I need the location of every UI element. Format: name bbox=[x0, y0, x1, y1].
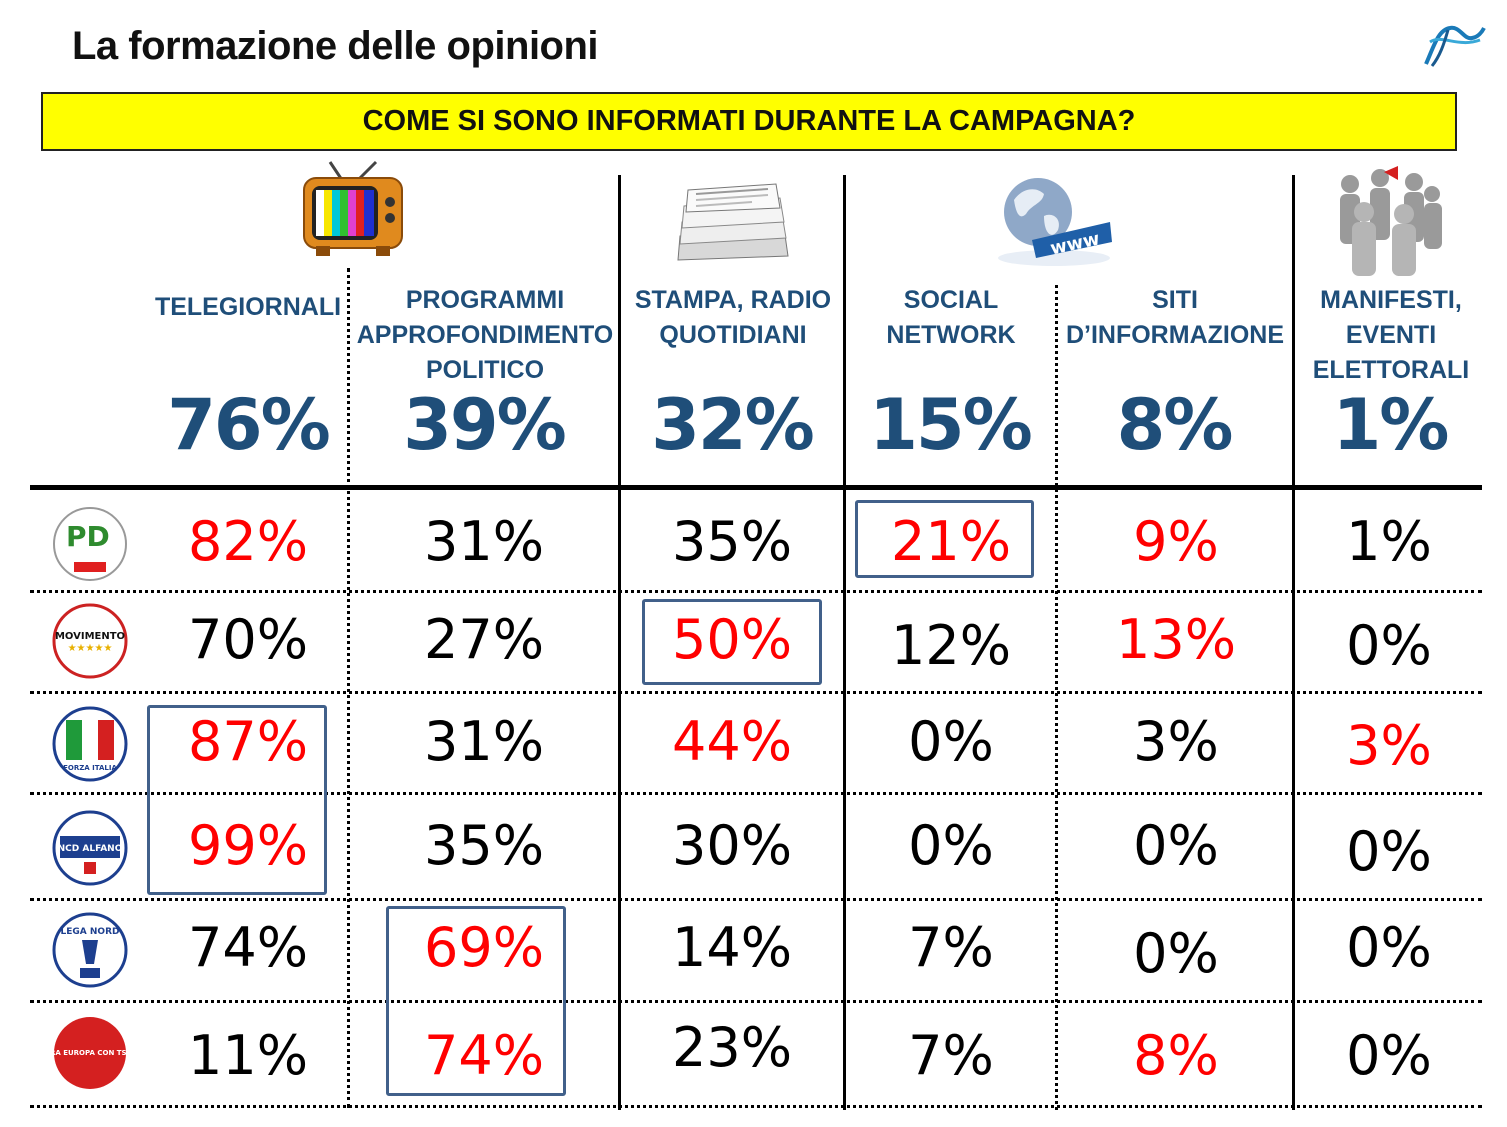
row-divider bbox=[30, 1000, 1482, 1003]
separator-col-2-3 bbox=[618, 175, 621, 1110]
column-label-programmi: PROGRAMMI APPROFONDIMENTO POLITICO bbox=[356, 286, 614, 384]
column-label-telegiornali: TELEGIORNALI bbox=[154, 293, 342, 321]
svg-text:MOVIMENTO: MOVIMENTO bbox=[55, 631, 125, 642]
highlight-box-stampa-m5s bbox=[642, 599, 822, 685]
svg-text:★★★★★: ★★★★★ bbox=[68, 643, 113, 654]
cell-value: 70% bbox=[187, 608, 309, 671]
cell-value: 1% bbox=[1346, 510, 1432, 573]
cell-value: 21% bbox=[890, 510, 1012, 573]
svg-text:NCD ALFANO: NCD ALFANO bbox=[58, 844, 123, 854]
cell-value: 35% bbox=[671, 510, 793, 573]
separator-col-3-4 bbox=[843, 175, 846, 1110]
cell-value: 31% bbox=[423, 510, 545, 573]
cell-value: 44% bbox=[671, 710, 793, 773]
cell-value: 23% bbox=[671, 1016, 793, 1079]
party-logo-m5s-icon: MOVIMENTO ★★★★★ bbox=[52, 603, 128, 679]
row-divider bbox=[30, 691, 1482, 694]
cell-value: 14% bbox=[671, 916, 793, 979]
cell-value: 9% bbox=[1133, 510, 1219, 573]
cell-value: 7% bbox=[908, 1024, 994, 1087]
column-label-siti: SITI D’INFORMAZIONE bbox=[1065, 286, 1285, 349]
cell-value: 0% bbox=[1346, 1024, 1432, 1087]
separator-col-4-5 bbox=[1055, 285, 1058, 1110]
column-total-manifesti: 1% bbox=[1332, 384, 1450, 466]
highlight-box-social-pd bbox=[855, 500, 1034, 578]
row-divider bbox=[30, 792, 1482, 795]
party-logo-ncd-icon: NCD ALFANO bbox=[52, 810, 128, 886]
cell-value: 0% bbox=[1346, 614, 1432, 677]
highlight-box-tg-fi-ncd bbox=[147, 705, 327, 895]
cell-value: 0% bbox=[1346, 916, 1432, 979]
separator-col-1-2 bbox=[347, 268, 350, 1108]
page-title: La formazione delle opinioni bbox=[72, 24, 599, 68]
cell-value: 74% bbox=[187, 916, 309, 979]
cell-value: 27% bbox=[423, 608, 545, 671]
question-banner: COME SI SONO INFORMATI DURANTE LA CAMPAG… bbox=[41, 92, 1457, 151]
cell-value: 0% bbox=[908, 710, 994, 773]
highlight-box-programmi-lega-tsipras bbox=[386, 906, 566, 1096]
brand-logo-icon bbox=[1424, 25, 1486, 67]
cell-value: 35% bbox=[423, 814, 545, 877]
tv-icon bbox=[303, 160, 403, 256]
cell-value: 30% bbox=[671, 814, 793, 877]
cell-value: 69% bbox=[423, 916, 545, 979]
cell-value: 31% bbox=[423, 710, 545, 773]
row-divider bbox=[30, 898, 1482, 901]
separator-col-5-6 bbox=[1292, 175, 1295, 1110]
globe-www-icon: www bbox=[998, 178, 1112, 266]
column-label-stampa: STAMPA, RADIO QUOTIDIANI bbox=[634, 286, 832, 349]
cell-value: 3% bbox=[1133, 710, 1219, 773]
cell-value: 13% bbox=[1115, 608, 1237, 671]
cell-value: 99% bbox=[187, 814, 309, 877]
column-total-siti: 8% bbox=[1116, 384, 1234, 466]
cell-value: 12% bbox=[890, 614, 1012, 677]
cell-value: 0% bbox=[908, 814, 994, 877]
cell-value: 3% bbox=[1346, 714, 1432, 777]
column-label-social: SOCIAL NETWORK bbox=[886, 286, 1016, 349]
column-total-social: 15% bbox=[869, 384, 1033, 466]
party-logo-tsipras-icon: L'ALTRA EUROPA CON TSIPRAS bbox=[52, 1017, 128, 1089]
cell-value: 0% bbox=[1133, 922, 1219, 985]
cell-value: 7% bbox=[908, 916, 994, 979]
cell-value: 50% bbox=[671, 608, 793, 671]
cell-value: 0% bbox=[1133, 814, 1219, 877]
column-total-telegiornali: 76% bbox=[167, 384, 331, 466]
cell-value: 87% bbox=[187, 710, 309, 773]
svg-text:PD: PD bbox=[66, 520, 110, 553]
cell-value: 8% bbox=[1133, 1024, 1219, 1087]
svg-text:LEGA NORD: LEGA NORD bbox=[61, 927, 120, 937]
cell-value: 0% bbox=[1346, 820, 1432, 883]
cell-value: 74% bbox=[423, 1024, 545, 1087]
header-divider bbox=[30, 485, 1482, 490]
svg-text:FORZA ITALIA: FORZA ITALIA bbox=[63, 764, 117, 772]
svg-text:L'ALTRA EUROPA CON TSIPRAS: L'ALTRA EUROPA CON TSIPRAS bbox=[52, 1049, 128, 1057]
party-logo-lega-nord-icon: LEGA NORD bbox=[52, 912, 128, 988]
column-total-stampa: 32% bbox=[651, 384, 815, 466]
people-megaphone-icon bbox=[1340, 166, 1442, 276]
party-logo-forza-italia-icon: FORZA ITALIA bbox=[52, 706, 128, 782]
newspaper-icon bbox=[677, 183, 789, 261]
party-logo-pd-icon: PD bbox=[53, 507, 127, 581]
row-divider bbox=[30, 1105, 1482, 1108]
row-divider bbox=[30, 590, 1482, 593]
column-label-manifesti: MANIFESTI, EVENTI ELETTORALI bbox=[1312, 286, 1470, 384]
cell-value: 82% bbox=[187, 510, 309, 573]
column-total-programmi: 39% bbox=[403, 384, 567, 466]
cell-value: 11% bbox=[187, 1024, 309, 1087]
